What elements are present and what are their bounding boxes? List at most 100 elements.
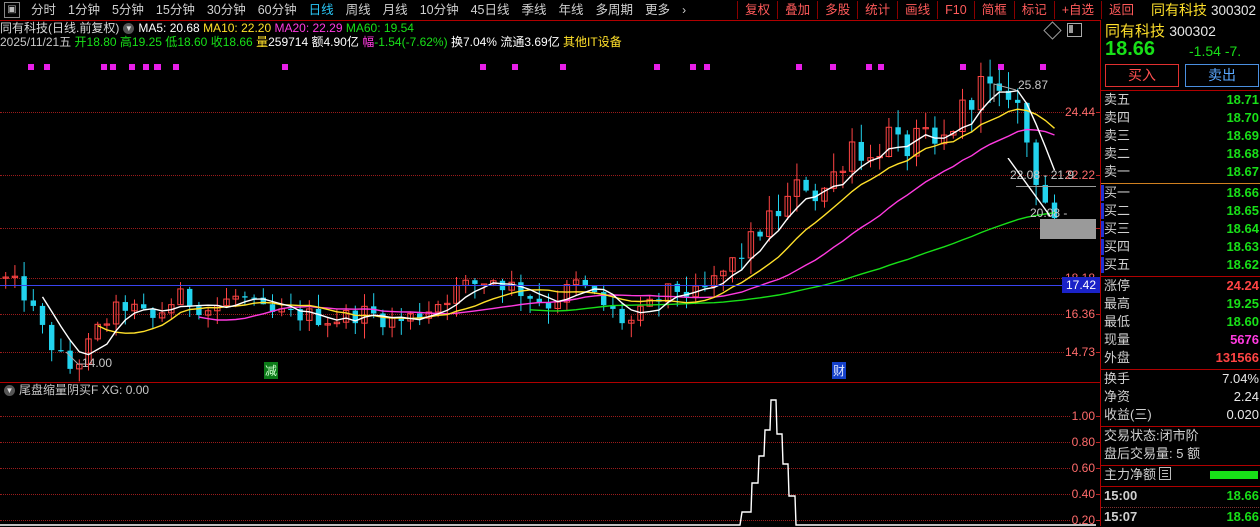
- orderbook-bid-row[interactable]: 买四 18.63: [1101, 239, 1260, 255]
- buy-button[interactable]: 买入: [1105, 64, 1179, 87]
- turnover-label: 换: [450, 35, 463, 49]
- tab-15min[interactable]: 15分钟: [155, 3, 195, 17]
- event-dot: [1040, 64, 1046, 70]
- window-icon[interactable]: ▣: [4, 2, 20, 18]
- high-price-marker: 25.87: [1018, 78, 1049, 92]
- indicator-pane[interactable]: ▼ 尾盘缩量阴买F XG: 0.00 1.00 0.80 0.60: [0, 382, 1100, 527]
- button-biaoji[interactable]: 标记: [1013, 1, 1054, 19]
- tab-fenshi[interactable]: 分时: [31, 3, 57, 17]
- indicator-line-svg: [0, 399, 1096, 526]
- divider: [1101, 465, 1260, 466]
- ask1-label: 卖一: [1104, 164, 1131, 179]
- chevron-right-icon[interactable]: ›: [682, 3, 687, 17]
- bid-highlight-marker: [1101, 257, 1104, 273]
- diamond-icon[interactable]: [1043, 20, 1062, 40]
- button-tongji[interactable]: 统计: [857, 1, 897, 19]
- orderbook-bid-row[interactable]: 买三 18.64: [1101, 221, 1260, 237]
- ask3-price: 18.69: [1226, 128, 1259, 143]
- amount-label: 额: [311, 35, 324, 49]
- tab-5min[interactable]: 5分钟: [111, 3, 144, 17]
- axis-tick: [1095, 352, 1100, 353]
- indicator-name: 尾盘缩量阴买F: [19, 383, 99, 397]
- orderbook-bid-row[interactable]: 买一 18.66: [1101, 185, 1260, 201]
- after-hours-text: 盘后交易量: 5: [1104, 446, 1184, 461]
- button-diejia[interactable]: 叠加: [777, 1, 817, 19]
- button-f10[interactable]: F10: [937, 1, 974, 19]
- tab-30min[interactable]: 30分钟: [206, 3, 246, 17]
- stat-row-jingzi: 净资 2.24: [1101, 389, 1260, 405]
- panel-last-price: 18.66: [1105, 38, 1156, 60]
- tab-more[interactable]: 更多: [645, 3, 671, 17]
- event-tag-cai[interactable]: 财: [832, 362, 847, 379]
- chart-header-line2: 2025/11/21五 开18.80 高19.25 低18.60 收18.66 …: [0, 35, 622, 49]
- high-value: 19.25: [131, 35, 162, 49]
- orderbook-bid-row[interactable]: 买五 18.62: [1101, 257, 1260, 273]
- divider: [1101, 90, 1260, 91]
- button-return[interactable]: 返回: [1101, 1, 1141, 19]
- orderbook-ask-row[interactable]: 卖三 18.69: [1101, 128, 1260, 144]
- close-label: 收: [210, 35, 223, 49]
- event-dot-row: [0, 64, 1100, 74]
- kline-pane[interactable]: 24.44 22.22 20.20 18.18 16.36 14.73 1: [0, 50, 1100, 383]
- event-tag-jian[interactable]: 减: [264, 362, 279, 379]
- stat-row-low: 最低 18.60: [1101, 314, 1260, 330]
- gridline: [0, 468, 1096, 469]
- orderbook-ask-row[interactable]: 卖二 18.68: [1101, 146, 1260, 162]
- jingzi-label: 净资: [1104, 389, 1131, 404]
- main-net-row[interactable]: 主力净额: [1101, 467, 1260, 483]
- button-duogu[interactable]: 多股: [817, 1, 857, 19]
- tab-60min[interactable]: 60分钟: [257, 3, 297, 17]
- high-value: 19.25: [1226, 296, 1259, 311]
- gridline: [0, 175, 1096, 176]
- bid4-label: 买四: [1104, 239, 1131, 254]
- event-dot: [44, 64, 50, 70]
- indicator-header: ▼ 尾盘缩量阴买F XG: 0.00: [0, 382, 149, 398]
- indicator-field-label: XG:: [101, 383, 123, 397]
- chevron-down-icon[interactable]: ▼: [4, 385, 15, 397]
- panel-stock-name-text: 同有科技: [1105, 23, 1166, 40]
- tick-price: 18.66: [1226, 488, 1259, 503]
- tick-row: 15:07 18.66: [1101, 509, 1260, 525]
- divider: [1101, 276, 1260, 277]
- bid-highlight-marker: [1101, 185, 1104, 201]
- button-fuquan[interactable]: 复权: [737, 1, 777, 19]
- indicator-field-value: 0.00: [125, 383, 150, 397]
- button-huaxian[interactable]: 画线: [897, 1, 937, 19]
- axis-tick: [1095, 520, 1100, 521]
- orderbook-ask-row[interactable]: 卖一 18.67: [1101, 164, 1260, 180]
- price-axis-label: 24.44: [1063, 105, 1096, 119]
- tab-10min[interactable]: 10分钟: [419, 3, 459, 17]
- tab-daily[interactable]: 日线: [308, 3, 334, 17]
- indicator-axis-label: 0.40: [1070, 487, 1096, 501]
- chevron-down-icon[interactable]: ▼: [123, 23, 135, 35]
- event-dot: [960, 64, 966, 70]
- tab-multiperiod[interactable]: 多周期: [595, 3, 634, 17]
- panel-stock-code-text: 300302: [1169, 23, 1216, 39]
- waipan-value: 131566: [1215, 350, 1259, 365]
- sell-button[interactable]: 卖出: [1185, 64, 1259, 87]
- orderbook-ask-row[interactable]: 卖五 18.71: [1101, 92, 1260, 108]
- doc-icon[interactable]: [1159, 467, 1172, 480]
- change-label: 幅: [362, 35, 375, 49]
- orderbook-ask-row[interactable]: 卖四 18.70: [1101, 110, 1260, 126]
- tab-yearly[interactable]: 年线: [558, 3, 584, 17]
- chart-title: 同有科技(日线.前复权): [0, 21, 120, 35]
- low-marker-pointer: [65, 351, 86, 365]
- stat-row-waipan: 外盘 131566: [1101, 350, 1260, 366]
- event-dot: [998, 64, 1004, 70]
- volume-label: 量: [256, 35, 269, 49]
- high-label: 高: [119, 35, 132, 49]
- tab-weekly[interactable]: 周线: [345, 3, 371, 17]
- stat-row-xianliang: 现量 5676: [1101, 332, 1260, 348]
- orderbook-bid-row[interactable]: 买二 18.65: [1101, 203, 1260, 219]
- tab-monthly[interactable]: 月线: [382, 3, 408, 17]
- tab-quarterly[interactable]: 季线: [521, 3, 547, 17]
- button-jiankuang[interactable]: 简框: [973, 1, 1014, 19]
- tab-45day[interactable]: 45日线: [470, 3, 510, 17]
- panel-icon[interactable]: [1067, 23, 1082, 37]
- indicator-body: 1.00 0.80 0.60 0.40 0.20: [0, 398, 1100, 527]
- stat-row-shouyi: 收益(三) 0.020: [1101, 407, 1260, 423]
- tab-1min[interactable]: 1分钟: [68, 3, 100, 17]
- button-add-watchlist[interactable]: +自选: [1053, 1, 1101, 19]
- gridline: [0, 278, 1096, 279]
